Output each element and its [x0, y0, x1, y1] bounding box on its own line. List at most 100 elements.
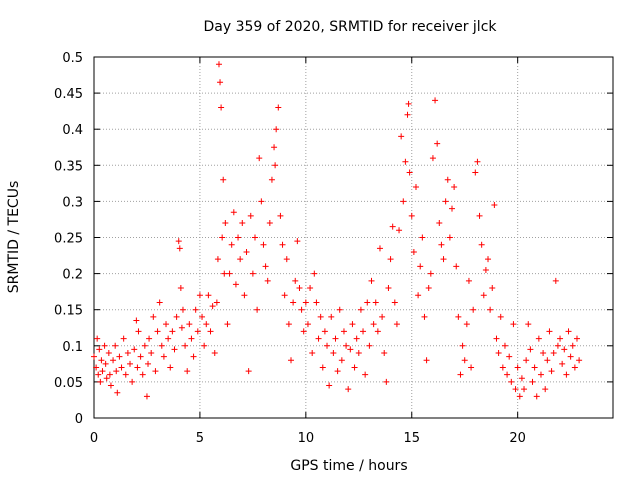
data-point — [311, 270, 318, 277]
data-point — [154, 328, 161, 335]
data-point — [167, 364, 174, 371]
data-point — [347, 346, 354, 353]
data-point — [122, 371, 129, 378]
data-point — [304, 321, 311, 328]
data-point — [237, 256, 244, 263]
y-tick-label: 0.1 — [62, 340, 83, 355]
data-point — [440, 256, 447, 263]
data-point — [290, 299, 297, 306]
data-point — [249, 270, 256, 277]
data-point — [184, 368, 191, 375]
data-point — [97, 378, 104, 385]
data-point — [199, 313, 206, 320]
data-point — [497, 313, 504, 320]
data-point — [368, 277, 375, 284]
data-point — [148, 350, 155, 357]
data-point — [324, 342, 331, 349]
data-point — [298, 306, 305, 313]
data-point — [576, 357, 583, 364]
data-point — [446, 234, 453, 241]
data-point — [340, 328, 347, 335]
data-point — [222, 220, 229, 227]
y-tick-label: 0.45 — [54, 87, 83, 102]
data-point — [177, 285, 184, 292]
data-point — [107, 382, 114, 389]
data-point — [102, 360, 109, 367]
data-point — [362, 371, 369, 378]
data-point — [235, 234, 242, 241]
data-point — [196, 292, 203, 299]
y-axis-title: SRMTID / TECUs — [6, 181, 22, 294]
data-point — [383, 378, 390, 385]
data-point — [219, 234, 226, 241]
y-tick-label: 0.15 — [54, 304, 83, 319]
data-point — [417, 263, 424, 270]
data-point — [357, 306, 364, 313]
data-point — [321, 328, 328, 335]
data-point — [215, 61, 222, 68]
data-point — [379, 313, 386, 320]
data-point — [201, 342, 208, 349]
data-point — [459, 342, 466, 349]
data-point — [213, 299, 220, 306]
data-point — [326, 382, 333, 389]
data-point — [406, 169, 413, 176]
data-point — [103, 375, 110, 382]
data-point — [232, 281, 239, 288]
data-point — [245, 368, 252, 375]
data-point — [370, 321, 377, 328]
data-point — [478, 241, 485, 248]
data-point — [158, 342, 165, 349]
y-tick-label: 0.5 — [62, 51, 83, 66]
data-point — [302, 299, 309, 306]
data-point — [112, 342, 119, 349]
data-point — [283, 256, 290, 263]
data-point — [91, 353, 97, 360]
data-point — [230, 209, 237, 216]
data-point — [93, 364, 100, 371]
data-point — [281, 292, 288, 299]
data-point — [105, 350, 112, 357]
data-point — [535, 335, 542, 342]
chart-title: Day 359 of 2020, SRMTID for receiver jlc… — [204, 19, 498, 35]
data-point — [465, 277, 472, 284]
data-point — [294, 238, 301, 245]
data-point — [567, 353, 574, 360]
x-tick-label: 10 — [298, 431, 315, 446]
data-point — [209, 303, 216, 310]
axis-ticks: 0 0.05 0.1 0.15 0.2 0.25 0.3 0.35 0.4 0.45 0.5 0 5 10… — [54, 51, 613, 446]
data-point — [188, 335, 195, 342]
data-point — [393, 321, 400, 328]
data-point — [470, 306, 477, 313]
data-point — [463, 321, 470, 328]
data-point — [220, 176, 227, 183]
data-point — [405, 100, 412, 107]
data-point — [203, 321, 210, 328]
data-point — [468, 364, 475, 371]
data-point — [150, 313, 157, 320]
data-point — [328, 313, 335, 320]
data-point — [243, 248, 250, 255]
data-point — [412, 183, 419, 190]
data-point — [127, 360, 134, 367]
data-point — [239, 220, 246, 227]
data-point — [133, 317, 140, 324]
data-point — [258, 198, 265, 205]
data-point — [518, 375, 525, 382]
data-point — [317, 313, 324, 320]
y-tick-label: 0.25 — [54, 232, 83, 247]
data-point — [531, 364, 538, 371]
data-point — [480, 292, 487, 299]
data-point — [205, 292, 212, 299]
data-point — [415, 292, 422, 299]
data-point — [94, 335, 101, 342]
data-point — [461, 357, 468, 364]
data-point — [145, 360, 152, 367]
data-point — [99, 368, 106, 375]
data-point — [113, 368, 120, 375]
data-point — [561, 346, 568, 353]
data-point — [453, 263, 460, 270]
data-point — [137, 353, 144, 360]
data-point — [563, 371, 570, 378]
